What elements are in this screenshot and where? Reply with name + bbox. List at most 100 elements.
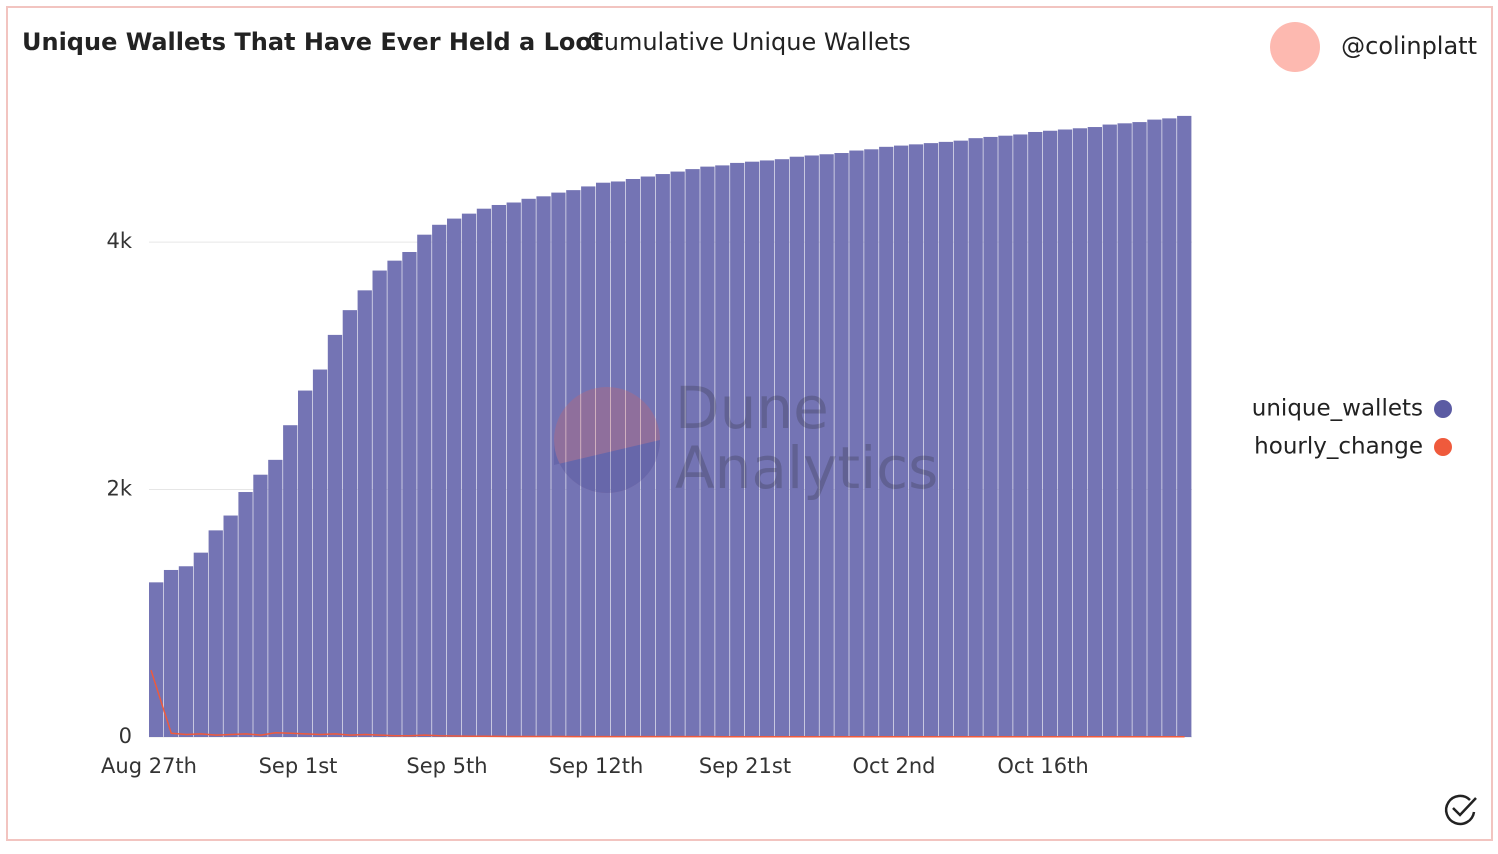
bar bbox=[789, 156, 804, 738]
bar bbox=[908, 144, 924, 737]
bar bbox=[1013, 134, 1028, 738]
bar bbox=[894, 145, 909, 737]
bar bbox=[625, 178, 641, 737]
bar bbox=[1177, 115, 1192, 737]
bar bbox=[998, 135, 1013, 738]
bar bbox=[700, 166, 715, 737]
bar bbox=[581, 186, 596, 737]
bar bbox=[551, 192, 566, 737]
legend-label: hourly_change bbox=[1254, 434, 1423, 460]
bar bbox=[1057, 129, 1073, 738]
chart-subtitle: Cumulative Unique Wallets bbox=[587, 28, 911, 56]
bar bbox=[491, 204, 506, 737]
bar bbox=[819, 154, 834, 738]
bar bbox=[834, 153, 849, 737]
legend-swatch bbox=[1434, 400, 1452, 418]
bar bbox=[640, 176, 655, 737]
bar bbox=[253, 474, 268, 737]
bar bbox=[715, 165, 730, 737]
bar bbox=[670, 171, 685, 737]
bar bbox=[1087, 127, 1102, 738]
bar bbox=[372, 270, 387, 737]
bar bbox=[759, 160, 775, 737]
x-tick-label: Oct 2nd bbox=[853, 754, 936, 778]
chart-title: Unique Wallets That Have Ever Held a Loo… bbox=[22, 28, 603, 56]
bar bbox=[1147, 119, 1162, 737]
bar bbox=[238, 492, 253, 737]
bar bbox=[432, 224, 447, 737]
x-tick-label: Oct 16th bbox=[997, 754, 1088, 778]
bar bbox=[178, 566, 194, 737]
bar bbox=[312, 369, 328, 737]
bar bbox=[1162, 118, 1177, 737]
bar bbox=[298, 390, 313, 737]
bar bbox=[387, 260, 402, 737]
bar bbox=[447, 218, 462, 737]
bar bbox=[938, 141, 953, 738]
check-circle bbox=[1444, 794, 1476, 826]
bar bbox=[417, 234, 432, 738]
bar bbox=[208, 530, 223, 737]
bar bbox=[402, 251, 417, 737]
bar bbox=[1028, 131, 1043, 737]
x-tick-label: Sep 12th bbox=[549, 754, 644, 778]
bar bbox=[610, 181, 626, 738]
bar bbox=[149, 582, 164, 737]
bar bbox=[1043, 130, 1058, 737]
bar bbox=[745, 161, 760, 738]
legend-swatch bbox=[1434, 438, 1452, 456]
bar bbox=[1117, 123, 1132, 737]
line bbox=[150, 669, 1185, 738]
y-tick-label: 0 bbox=[119, 724, 132, 748]
bar bbox=[968, 138, 983, 737]
bar bbox=[685, 169, 700, 738]
plot-area: 0 2k 4k Aug 27th Sep 1st Sep 5th Sep 12th Sep 2… bbox=[101, 115, 1192, 778]
bar bbox=[774, 159, 790, 737]
bar bbox=[193, 552, 208, 737]
y-tick-label: 2k bbox=[106, 477, 132, 501]
x-tick-label: Aug 27th bbox=[101, 754, 197, 778]
check-mark bbox=[1452, 797, 1477, 817]
bar bbox=[923, 143, 939, 737]
y-tick-label: 4k bbox=[106, 229, 132, 253]
bar bbox=[163, 569, 179, 737]
bar bbox=[879, 146, 894, 737]
bar bbox=[521, 198, 536, 737]
bar bbox=[357, 290, 372, 737]
bar bbox=[596, 182, 611, 737]
bar bbox=[1132, 122, 1147, 738]
watermark-text: Dune bbox=[675, 374, 829, 442]
bar bbox=[342, 310, 357, 737]
bar bbox=[223, 515, 238, 737]
check-icon bbox=[1444, 794, 1477, 826]
bar bbox=[268, 459, 283, 737]
watermark-text: Analytics bbox=[675, 434, 938, 502]
author: @colinplatt bbox=[1341, 32, 1477, 60]
bar bbox=[655, 174, 670, 738]
bar bbox=[849, 150, 864, 737]
bar bbox=[566, 190, 581, 738]
bar bbox=[804, 155, 819, 738]
bar bbox=[476, 208, 492, 738]
x-tick-label: Sep 21st bbox=[699, 754, 791, 778]
bar bbox=[864, 149, 879, 737]
bar bbox=[953, 140, 968, 738]
frame bbox=[6, 6, 1493, 841]
bar bbox=[730, 162, 745, 738]
bar bbox=[983, 136, 998, 737]
watermark-logo bbox=[554, 387, 660, 493]
x-tick-label: Sep 1st bbox=[259, 754, 338, 778]
bar bbox=[283, 425, 298, 737]
bar bbox=[461, 213, 477, 737]
bar bbox=[1072, 128, 1088, 738]
bar bbox=[536, 196, 551, 738]
bar bbox=[327, 334, 343, 737]
bar bbox=[1102, 124, 1117, 737]
bar bbox=[506, 202, 521, 738]
watermark: Dune Analytics bbox=[554, 374, 938, 502]
legend-label: unique_wallets bbox=[1252, 396, 1423, 422]
x-tick-label: Sep 5th bbox=[406, 754, 487, 778]
avatar bbox=[1270, 22, 1320, 72]
